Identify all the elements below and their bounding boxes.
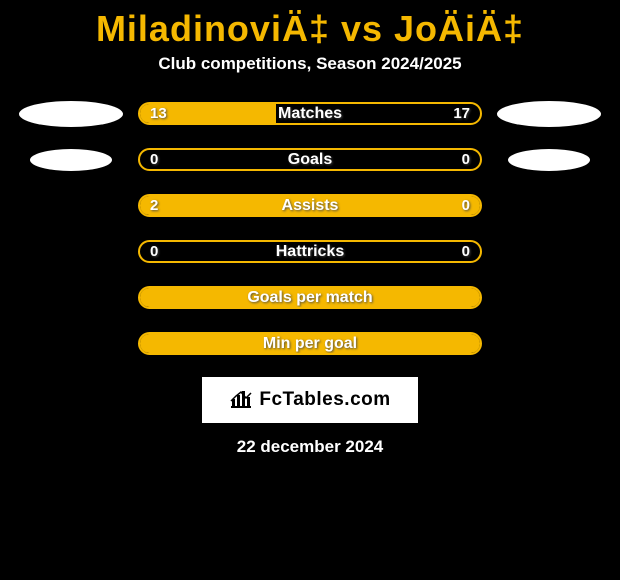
stat-bar: Goals per match [138, 286, 482, 309]
stat-bar: Min per goal [138, 332, 482, 355]
team-logo-icon [30, 149, 112, 171]
left-logo-slot [4, 149, 138, 171]
team-logo-icon [508, 149, 590, 171]
stat-label: Hattricks [276, 243, 344, 261]
page-subtitle: Club competitions, Season 2024/2025 [0, 54, 620, 74]
stat-row: 0 Hattricks 0 [0, 240, 620, 263]
right-logo-slot [482, 149, 616, 171]
stat-bar: 13 Matches 17 [138, 102, 482, 125]
stat-row: 13 Matches 17 [0, 102, 620, 125]
chart-bars-icon [229, 387, 253, 414]
chart-container: MiladinoviÄ‡ vs JoÄiÄ‡ Club competitions… [0, 8, 620, 580]
left-logo-slot [4, 101, 138, 127]
stat-row: 2 Assists 0 [0, 194, 620, 217]
stat-row: 0 Goals 0 [0, 148, 620, 171]
stat-row: Min per goal [0, 332, 620, 355]
stat-label: Matches [278, 105, 342, 123]
stat-bar: 0 Goals 0 [138, 148, 482, 171]
right-value: 0 [462, 151, 470, 168]
page-title: MiladinoviÄ‡ vs JoÄiÄ‡ [0, 8, 620, 50]
stat-rows: 13 Matches 17 0 Goals 0 2 Assists 0 0 Hattricks 0 Go… [0, 102, 620, 355]
stat-label: Goals per match [247, 289, 372, 307]
stat-bar: 2 Assists 0 [138, 194, 482, 217]
left-value: 0 [150, 243, 158, 260]
team-logo-icon [19, 101, 123, 127]
left-value: 13 [150, 105, 167, 122]
right-value: 0 [462, 197, 470, 214]
right-logo-slot [482, 101, 616, 127]
stat-label: Assists [282, 197, 339, 215]
stat-bar: 0 Hattricks 0 [138, 240, 482, 263]
stat-label: Min per goal [263, 335, 357, 353]
right-value: 17 [453, 105, 470, 122]
right-value: 0 [462, 243, 470, 260]
left-value: 0 [150, 151, 158, 168]
left-value: 2 [150, 197, 158, 214]
date-label: 22 december 2024 [0, 437, 620, 457]
team-logo-icon [497, 101, 601, 127]
stat-label: Goals [288, 151, 332, 169]
watermark-text: FcTables.com [259, 389, 390, 411]
bar-fill-left [140, 196, 402, 215]
stat-row: Goals per match [0, 286, 620, 309]
watermark: FcTables.com [202, 377, 418, 423]
